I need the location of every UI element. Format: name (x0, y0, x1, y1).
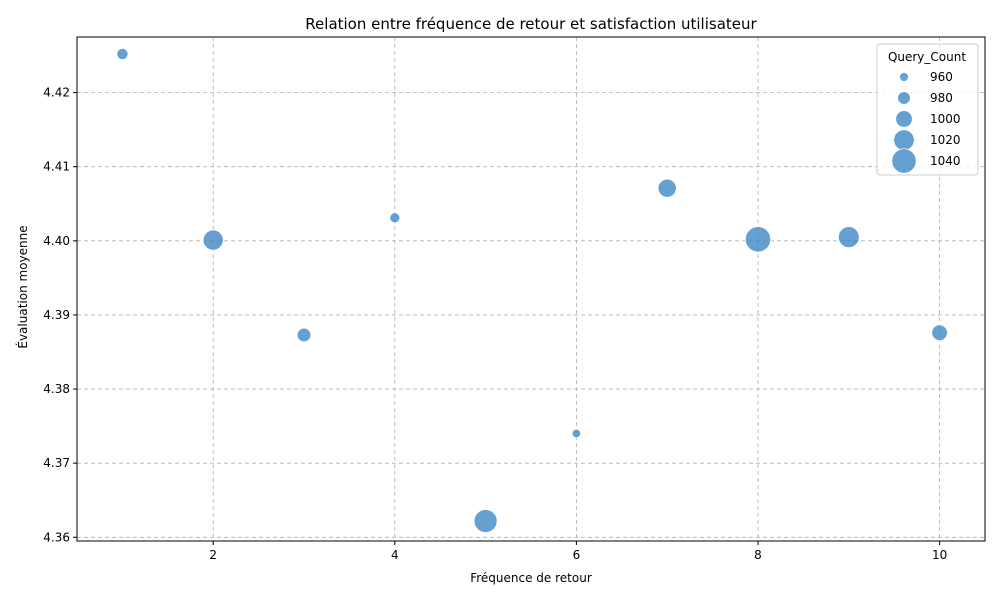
y-tick-label: 4.37 (43, 456, 70, 470)
x-tick-label: 8 (754, 548, 762, 562)
legend-marker (891, 148, 917, 174)
legend-marker (899, 72, 909, 82)
legend-label: 980 (930, 91, 953, 105)
data-points (116, 48, 948, 533)
data-point (116, 48, 129, 61)
y-axis-ticks: 4.36 4.37 4.38 4.39 4.40 4.41 4.42 (43, 86, 77, 544)
y-tick-label: 4.42 (43, 86, 70, 100)
data-point (389, 212, 401, 224)
y-tick-label: 4.41 (43, 160, 70, 174)
legend-marker (897, 91, 911, 105)
legend-title: Query_Count (888, 50, 966, 64)
y-tick-label: 4.39 (43, 308, 70, 322)
x-axis-title: Fréquence de retour (470, 571, 592, 585)
legend: Query_Count 960 980 1000 1020 1040 (876, 43, 979, 176)
data-point (657, 178, 677, 198)
x-tick-label: 10 (932, 548, 947, 562)
plot-frame (76, 36, 986, 542)
legend-label: 1040 (930, 154, 961, 168)
y-tick-label: 4.38 (43, 382, 70, 396)
data-point (202, 229, 224, 251)
y-tick-label: 4.36 (43, 530, 70, 544)
data-point (473, 509, 498, 533)
grid-lines (77, 37, 985, 541)
data-point (744, 226, 772, 253)
y-tick-label: 4.40 (43, 234, 70, 248)
data-point (931, 324, 948, 342)
y-axis-title: Évaluation moyenne (15, 225, 30, 348)
x-tick-label: 6 (573, 548, 581, 562)
legend-marker (893, 129, 915, 151)
data-point (296, 327, 312, 343)
x-tick-label: 2 (209, 548, 217, 562)
legend-label: 1020 (930, 133, 961, 147)
legend-label: 960 (930, 70, 953, 84)
data-point (571, 428, 582, 439)
chart-title: Relation entre fréquence de retour et sa… (305, 15, 757, 33)
x-tick-label: 4 (391, 548, 399, 562)
legend-marker (895, 110, 913, 128)
legend-label: 1000 (930, 112, 961, 126)
data-point (837, 226, 860, 249)
x-axis-ticks: 2 4 6 8 10 (209, 541, 947, 562)
legend-entries: 960 980 1000 1020 1040 (891, 70, 961, 174)
